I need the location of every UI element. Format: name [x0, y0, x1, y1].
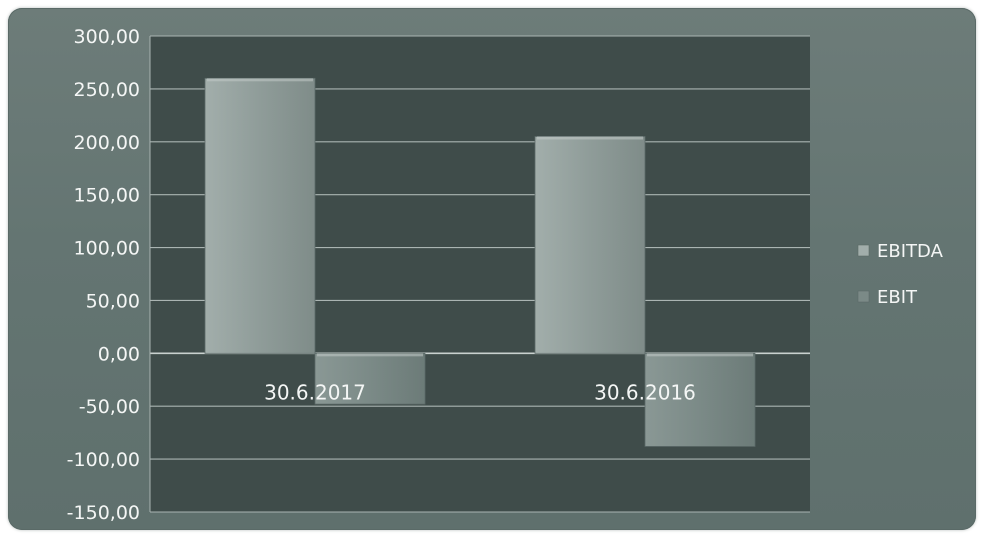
bar-highlight [317, 353, 423, 357]
bar-ebitda-2 [534, 136, 646, 354]
legend-swatch-ebitda [857, 244, 870, 257]
bars [204, 77, 756, 447]
y-tick-label: 50,00 [86, 290, 140, 312]
x-category-label: 30.6.2017 [264, 380, 366, 404]
y-tick-label: 100,00 [74, 238, 140, 260]
bar-highlight [207, 78, 313, 82]
y-tick-label: -50,00 [79, 396, 140, 418]
bar-ebit-2 [644, 352, 756, 447]
legend-swatch-ebit [857, 290, 870, 303]
bar-ebitda-1 [204, 77, 316, 354]
legend-label-ebitda: EBITDA [877, 241, 944, 262]
y-axis: 300,00 250,00 200,00 150,00 100,00 50,00 0,00 -… [67, 26, 151, 524]
x-category-label: 30.6.2016 [594, 380, 696, 404]
x-axis-categories: 30.6.2017 30.6.2016 [264, 380, 696, 404]
y-tick-label: -100,00 [67, 449, 140, 471]
bar-highlight [537, 136, 643, 140]
y-tick-label: 300,00 [74, 26, 140, 48]
bar-highlight [647, 353, 753, 357]
y-tick-label: -150,00 [67, 502, 140, 524]
legend-label-ebit: EBIT [877, 287, 918, 308]
y-tick-label: 250,00 [74, 79, 140, 101]
legend: EBITDA EBIT [857, 241, 944, 308]
y-tick-label: 0,00 [98, 343, 140, 365]
y-tick-label: 200,00 [74, 132, 140, 154]
y-tick-label: 150,00 [74, 185, 140, 207]
